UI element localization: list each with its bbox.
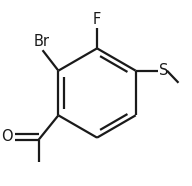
Text: Br: Br bbox=[34, 34, 50, 49]
Text: O: O bbox=[1, 129, 13, 144]
Text: S: S bbox=[159, 63, 168, 78]
Text: F: F bbox=[93, 12, 101, 27]
